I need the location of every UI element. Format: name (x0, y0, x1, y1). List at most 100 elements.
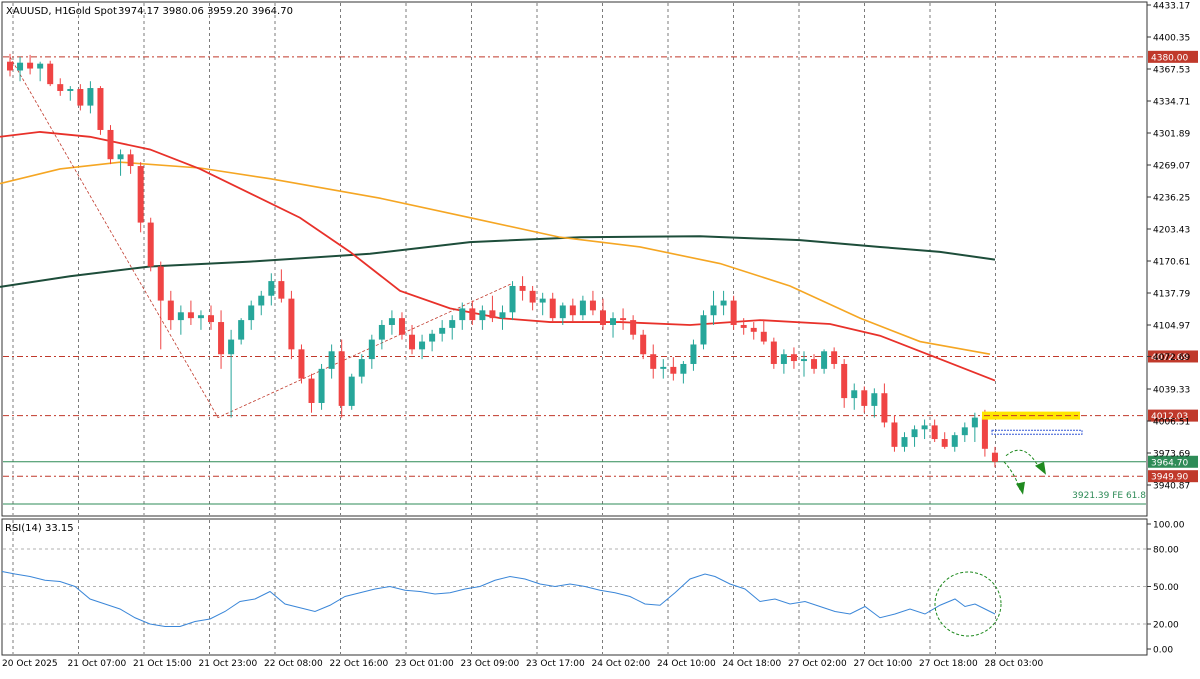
candle-bear[interactable] (298, 349, 305, 379)
rsi-highlight-circle[interactable] (934, 571, 1002, 637)
moving-average-200-line[interactable] (0, 235, 996, 288)
candle-bull[interactable] (177, 312, 184, 321)
candle-bear[interactable] (278, 281, 285, 299)
candle-bear[interactable] (670, 366, 677, 374)
candle-bull[interactable] (258, 295, 265, 306)
candle-bull[interactable] (579, 300, 586, 316)
candle-bear[interactable] (409, 334, 416, 350)
candle-bear[interactable] (167, 300, 174, 321)
candle-bull[interactable] (871, 393, 878, 406)
rsi-line[interactable] (1, 571, 996, 627)
candle-bear[interactable] (147, 222, 154, 267)
candle-bear[interactable] (589, 300, 596, 311)
fibo-expansion-trendline[interactable] (9, 56, 514, 419)
candle-bear[interactable] (187, 312, 194, 319)
candle-bull[interactable] (821, 351, 828, 369)
candle-bull[interactable] (559, 305, 566, 319)
candle-bear[interactable] (981, 417, 988, 449)
candle-bear[interactable] (569, 305, 576, 316)
candle-bear[interactable] (157, 266, 164, 301)
candle-bull[interactable] (901, 437, 908, 447)
moving-average-50-line[interactable] (0, 131, 996, 382)
candle-bear[interactable] (549, 298, 556, 319)
candle-bear[interactable] (77, 89, 84, 106)
candle-bull[interactable] (780, 354, 787, 364)
candle-bull[interactable] (17, 62, 24, 71)
candle-bear[interactable] (730, 300, 737, 325)
candle-bull[interactable] (87, 88, 94, 106)
candle-bear[interactable] (881, 393, 888, 423)
candle-bear[interactable] (841, 363, 848, 399)
candle-bear[interactable] (941, 439, 948, 447)
candle-bear[interactable] (529, 290, 536, 303)
candle-bear[interactable] (891, 422, 898, 447)
candle-bear[interactable] (489, 310, 496, 319)
candle-bear[interactable] (811, 359, 818, 369)
candle-bull[interactable] (690, 344, 697, 364)
candle-bull[interactable] (921, 425, 928, 430)
candle-bear[interactable] (7, 61, 13, 71)
candle-bear[interactable] (218, 322, 225, 355)
candle-bull[interactable] (961, 427, 968, 436)
candle-bear[interactable] (991, 452, 998, 462)
candle-bull[interactable] (610, 318, 617, 325)
candle-bear[interactable] (640, 334, 647, 355)
candle-bear[interactable] (127, 154, 134, 167)
candle-bear[interactable] (107, 129, 114, 160)
candle-bull[interactable] (911, 429, 918, 438)
candle-bear[interactable] (620, 318, 627, 321)
candle-bull[interactable] (378, 324, 385, 340)
candle-bear[interactable] (760, 331, 767, 342)
candle-bull[interactable] (238, 320, 245, 340)
candle-bull[interactable] (800, 359, 807, 362)
candle-bear[interactable] (790, 354, 797, 362)
candle-bull[interactable] (228, 339, 235, 355)
candle-bull[interactable] (479, 310, 486, 321)
candle-bear[interactable] (137, 166, 144, 223)
candle-bear[interactable] (650, 354, 657, 369)
candle-bull[interactable] (429, 333, 436, 342)
candle-bull[interactable] (419, 341, 426, 350)
candle-bear[interactable] (469, 308, 476, 321)
candle-bear[interactable] (931, 425, 938, 440)
candle-bear[interactable] (47, 63, 54, 85)
candle-bear[interactable] (599, 310, 606, 325)
candle-bear[interactable] (740, 324, 747, 328)
candle-bull[interactable] (328, 351, 335, 369)
candle-bull[interactable] (951, 435, 958, 447)
candle-bull[interactable] (358, 359, 365, 377)
candle-bull[interactable] (539, 298, 546, 303)
candle-bear[interactable] (750, 327, 757, 332)
candle-bull[interactable] (368, 339, 375, 360)
candle-bear[interactable] (288, 298, 295, 350)
candle-bull[interactable] (499, 312, 506, 319)
candle-bull[interactable] (509, 285, 516, 313)
candle-bear[interactable] (519, 285, 526, 291)
candle-bull[interactable] (710, 305, 717, 316)
candle-bull[interactable] (700, 315, 707, 345)
candle-bull[interactable] (680, 363, 687, 374)
candle-bull[interactable] (439, 327, 446, 334)
candle-bull[interactable] (197, 315, 204, 319)
candle-bull[interactable] (459, 308, 466, 321)
candle-bull[interactable] (348, 376, 355, 406)
candle-bull[interactable] (248, 305, 255, 321)
candle-bear[interactable] (27, 62, 34, 69)
candle-bull[interactable] (971, 417, 978, 428)
candle-bear[interactable] (398, 318, 405, 335)
candle-bear[interactable] (338, 351, 345, 406)
candle-bull[interactable] (660, 366, 667, 369)
candle-bear[interactable] (630, 320, 637, 335)
candle-bull[interactable] (117, 154, 124, 160)
candle-bull[interactable] (720, 300, 727, 306)
candle-bull[interactable] (67, 89, 74, 91)
retest-zone-box[interactable] (991, 429, 1083, 435)
candle-bear[interactable] (208, 315, 215, 323)
candle-bull[interactable] (449, 320, 456, 328)
candle-bear[interactable] (770, 341, 777, 364)
candle-bear[interactable] (57, 84, 64, 91)
candle-bull[interactable] (268, 281, 275, 296)
candle-bear[interactable] (97, 88, 104, 130)
candle-bear[interactable] (861, 390, 868, 406)
